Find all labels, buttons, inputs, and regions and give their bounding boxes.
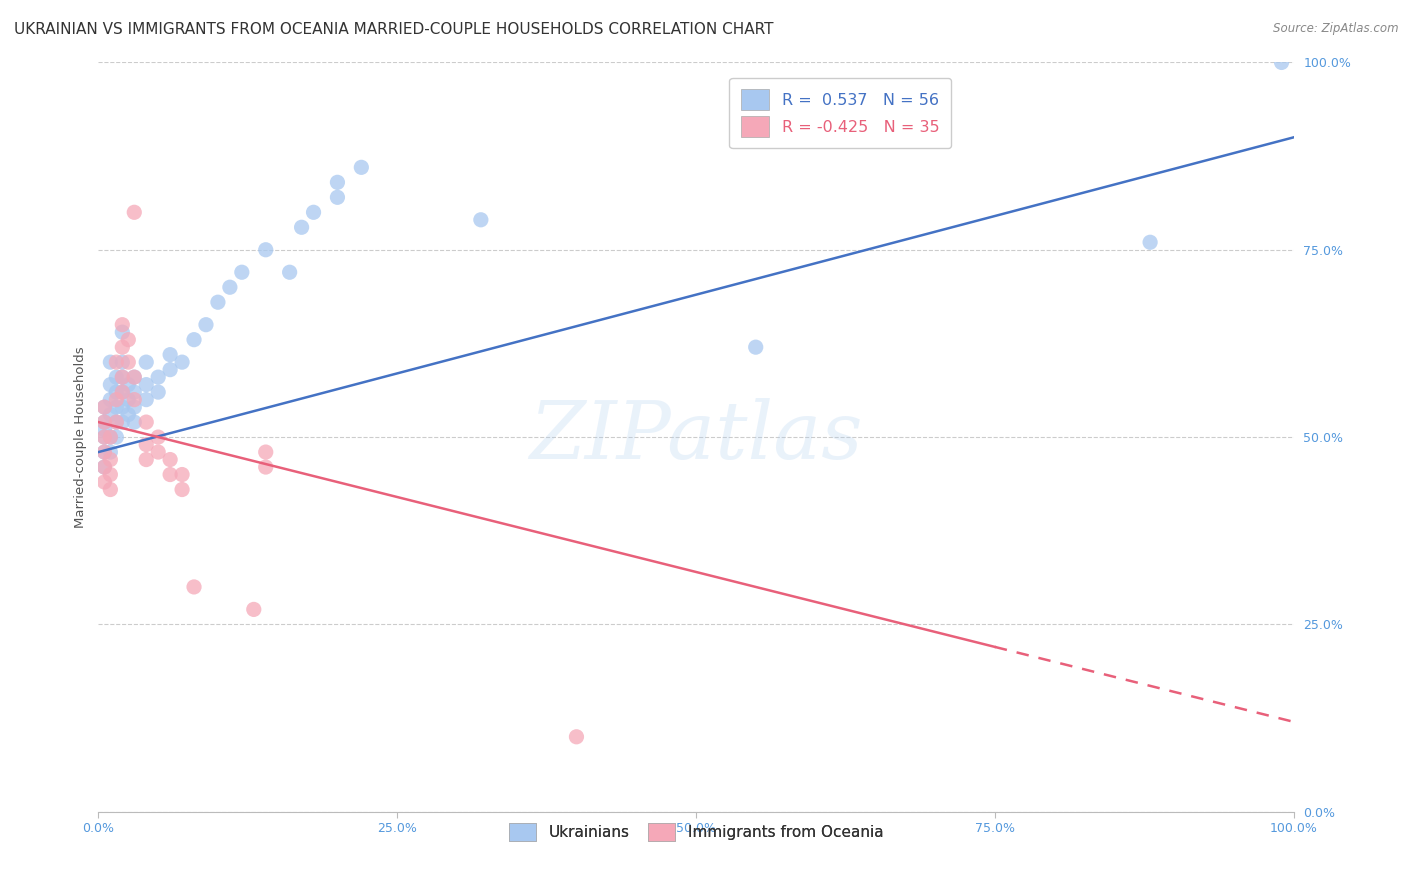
Point	[93, 445, 115, 459]
Point	[231, 265, 253, 279]
Point	[93, 415, 115, 429]
Point	[326, 190, 349, 204]
Point	[1139, 235, 1161, 250]
Point	[148, 385, 170, 400]
Point	[135, 452, 157, 467]
Point	[117, 377, 139, 392]
Point	[93, 445, 115, 459]
Point	[93, 475, 115, 489]
Point	[254, 243, 277, 257]
Point	[159, 467, 181, 482]
Point	[105, 370, 128, 384]
Point	[172, 467, 194, 482]
Point	[117, 355, 139, 369]
Point	[111, 385, 134, 400]
Point	[93, 400, 115, 414]
Point	[98, 483, 122, 497]
Point	[98, 452, 122, 467]
Point	[207, 295, 229, 310]
Point	[111, 340, 134, 354]
Point	[105, 430, 128, 444]
Point	[254, 460, 277, 475]
Y-axis label: Married-couple Households: Married-couple Households	[75, 346, 87, 528]
Point	[98, 445, 122, 459]
Point	[111, 385, 134, 400]
Point	[124, 415, 146, 429]
Point	[124, 205, 146, 219]
Point	[117, 392, 139, 407]
Point	[172, 355, 194, 369]
Point	[243, 602, 266, 616]
Point	[219, 280, 242, 294]
Point	[105, 415, 128, 429]
Point	[124, 370, 146, 384]
Point	[278, 265, 301, 279]
Point	[254, 445, 277, 459]
Point	[93, 423, 115, 437]
Point	[117, 408, 139, 422]
Point	[183, 580, 205, 594]
Point	[93, 460, 115, 475]
Point	[291, 220, 314, 235]
Point	[183, 333, 205, 347]
Point	[159, 348, 181, 362]
Point	[302, 205, 325, 219]
Point	[98, 355, 122, 369]
Point	[105, 385, 128, 400]
Point	[98, 467, 122, 482]
Point	[565, 730, 588, 744]
Point	[93, 415, 115, 429]
Legend: Ukrainians, Immigrants from Oceania: Ukrainians, Immigrants from Oceania	[501, 815, 891, 849]
Point	[159, 362, 181, 376]
Point	[124, 400, 146, 414]
Point	[93, 430, 115, 444]
Point	[93, 430, 115, 444]
Text: UKRAINIAN VS IMMIGRANTS FROM OCEANIA MARRIED-COUPLE HOUSEHOLDS CORRELATION CHART: UKRAINIAN VS IMMIGRANTS FROM OCEANIA MAR…	[14, 22, 773, 37]
Point	[93, 400, 115, 414]
Point	[105, 355, 128, 369]
Point	[135, 437, 157, 451]
Point	[111, 415, 134, 429]
Point	[105, 415, 128, 429]
Point	[159, 452, 181, 467]
Point	[111, 400, 134, 414]
Point	[135, 392, 157, 407]
Point	[98, 408, 122, 422]
Point	[98, 377, 122, 392]
Point	[98, 430, 122, 444]
Text: ZIPatlas: ZIPatlas	[529, 399, 863, 475]
Text: Source: ZipAtlas.com: Source: ZipAtlas.com	[1274, 22, 1399, 36]
Point	[350, 161, 373, 175]
Point	[93, 460, 115, 475]
Point	[148, 370, 170, 384]
Point	[135, 415, 157, 429]
Point	[117, 333, 139, 347]
Point	[148, 430, 170, 444]
Point	[124, 370, 146, 384]
Point	[98, 392, 122, 407]
Point	[148, 445, 170, 459]
Point	[124, 392, 146, 407]
Point	[124, 385, 146, 400]
Point	[98, 430, 122, 444]
Point	[111, 370, 134, 384]
Point	[745, 340, 768, 354]
Point	[1271, 55, 1294, 70]
Point	[105, 392, 128, 407]
Point	[111, 355, 134, 369]
Point	[195, 318, 218, 332]
Point	[326, 175, 349, 189]
Point	[470, 212, 492, 227]
Point	[111, 318, 134, 332]
Point	[135, 377, 157, 392]
Point	[105, 400, 128, 414]
Point	[172, 483, 194, 497]
Point	[111, 325, 134, 339]
Point	[111, 370, 134, 384]
Point	[135, 355, 157, 369]
